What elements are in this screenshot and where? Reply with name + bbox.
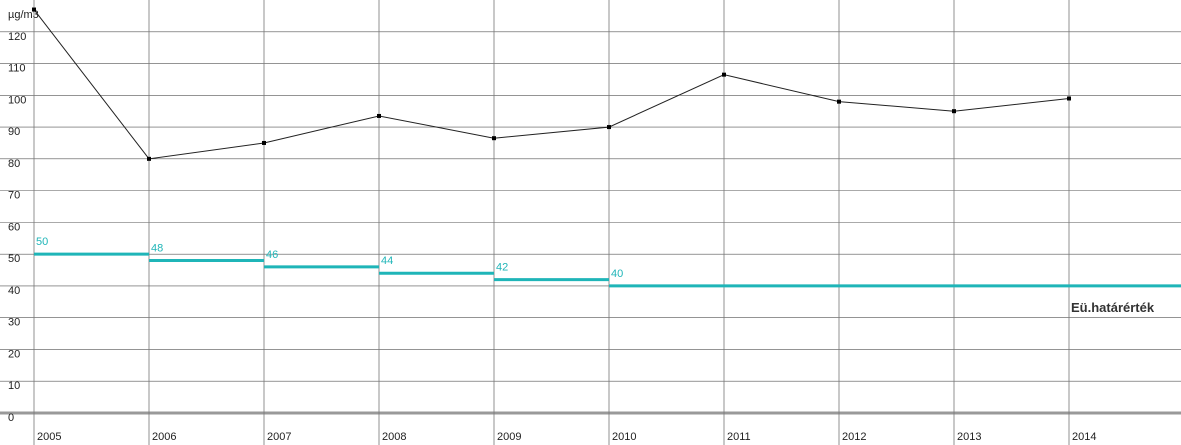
data-point <box>952 109 956 114</box>
x-tick-label: 2006 <box>152 431 176 443</box>
data-point <box>32 7 36 12</box>
y-tick-label: 100 <box>8 94 26 106</box>
y-tick-label: 110 <box>8 63 26 75</box>
y-tick-label: 0 <box>8 412 14 424</box>
y-tick-label: 70 <box>8 190 20 202</box>
data-label: 40 <box>611 268 623 280</box>
x-tick-label: 2010 <box>612 431 636 443</box>
x-tick-label: 2005 <box>37 431 61 443</box>
data-label: 42 <box>496 262 508 274</box>
data-point <box>1067 96 1071 101</box>
y-tick-label: 20 <box>8 348 20 360</box>
x-tick-label: 2013 <box>957 431 981 443</box>
data-point <box>837 99 841 104</box>
series-label: Eü.határérték <box>1071 300 1155 315</box>
data-point <box>377 113 381 118</box>
y-tick-label: 10 <box>8 380 20 392</box>
x-tick-label: 2014 <box>1072 431 1096 443</box>
x-tick-label: 2008 <box>382 431 406 443</box>
y-tick-label: 50 <box>8 253 20 265</box>
x-tick-label: 2007 <box>267 431 291 443</box>
x-tick-label: 2009 <box>497 431 521 443</box>
y-tick-label: 30 <box>8 317 20 329</box>
data-point <box>722 72 726 77</box>
x-tick-label: 2012 <box>842 431 866 443</box>
x-tick-label: 2011 <box>727 431 751 443</box>
data-label: 50 <box>36 236 48 248</box>
data-point <box>607 125 611 130</box>
y-tick-label: 90 <box>8 126 20 138</box>
data-label: 46 <box>266 249 278 261</box>
data-label: 48 <box>151 243 163 255</box>
data-point <box>492 136 496 141</box>
y-tick-label: 40 <box>8 285 20 297</box>
y-tick-label: 80 <box>8 158 20 170</box>
data-label: 44 <box>381 255 393 267</box>
data-point <box>147 156 151 161</box>
y-tick-label: 120 <box>8 31 26 43</box>
data-line <box>33 9 1070 160</box>
data-point <box>262 140 266 145</box>
y-tick-label: 60 <box>8 221 20 233</box>
y-unit-label: µg/m3 <box>8 9 39 21</box>
